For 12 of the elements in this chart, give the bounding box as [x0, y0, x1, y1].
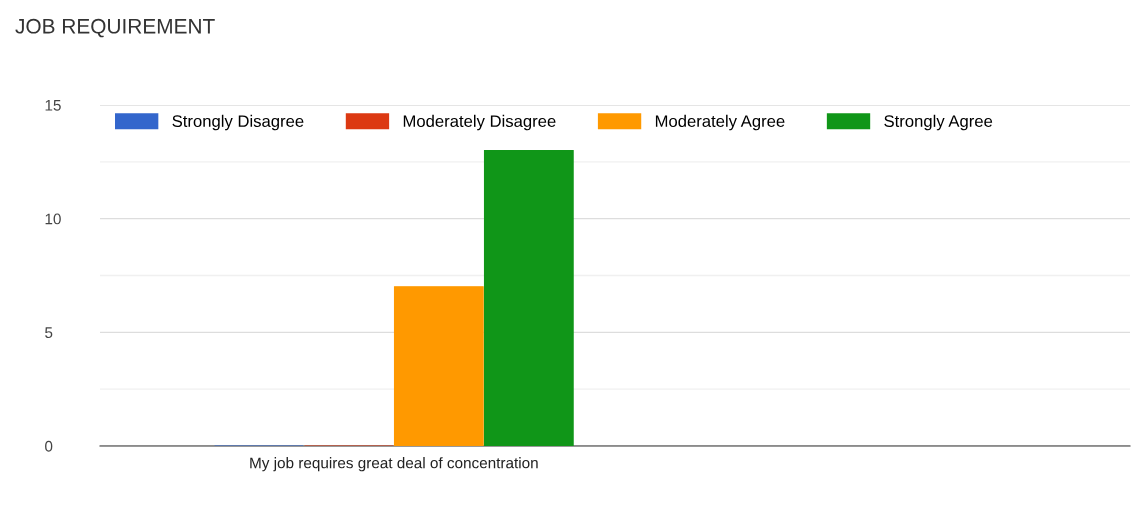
chart-title: JOB REQUIREMENT: [15, 18, 215, 38]
legend-label: Moderately Agree: [655, 114, 785, 131]
bar: [483, 149, 574, 446]
y-tick-label: 5: [45, 327, 53, 339]
x-tick-label: My job requires great deal of concentration: [250, 457, 538, 472]
y-tick-label: 15: [45, 100, 61, 111]
bar: [393, 286, 484, 446]
legend-label: Strongly Disagree: [172, 114, 304, 131]
legend-label: Strongly Agree: [884, 114, 993, 131]
y-tick-label: 0: [45, 440, 53, 452]
y-tick-label: 10: [45, 213, 61, 225]
legend-label: Moderately Disagree: [403, 114, 556, 131]
